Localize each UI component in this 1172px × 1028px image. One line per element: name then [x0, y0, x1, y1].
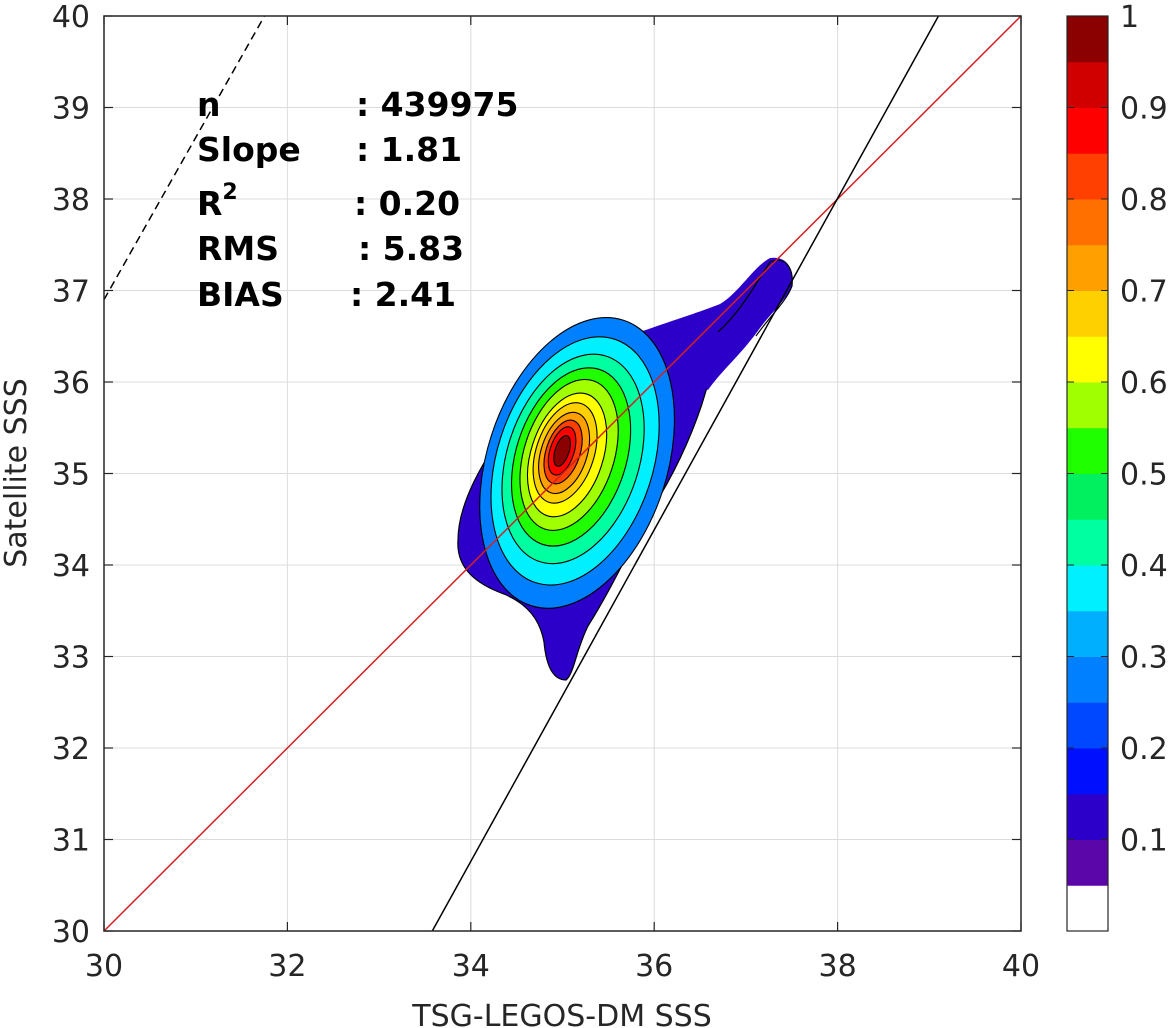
stat-r2-superscript: 2 — [222, 180, 237, 205]
y-tick-label: 37 — [52, 275, 90, 310]
stat-slope-value: : 1.81 — [356, 130, 462, 169]
colorbar-band — [1067, 427, 1108, 474]
colorbar-tick-label: 0.3 — [1120, 641, 1168, 676]
line-fit — [431, 16, 940, 931]
reference-lines — [104, 16, 1021, 931]
y-tick-label: 39 — [52, 92, 90, 127]
colorbar: 0.1 0.2 0.3 0.4 0.5 0.6 0.7 0.8 0.9 1 — [1067, 0, 1168, 931]
density-level-11 — [553, 435, 571, 467]
x-tick-label: 36 — [635, 949, 673, 984]
colorbar-band — [1067, 244, 1108, 291]
stat-n-value: : 439975 — [356, 85, 518, 124]
colorbar-frame — [1066, 15, 1109, 932]
y-tick-label: 32 — [52, 732, 90, 767]
x-tick-label: 40 — [1002, 949, 1040, 984]
colorbar-tick-label: 0.5 — [1120, 458, 1168, 493]
stat-n-label: n — [197, 85, 221, 124]
colorbar-tick-label: 0.2 — [1120, 732, 1168, 767]
colorbar-band — [1067, 336, 1108, 383]
line-1-1 — [104, 16, 1021, 931]
colorbar-tick-label: 0.8 — [1120, 183, 1168, 218]
y-tick-label: 35 — [52, 458, 90, 493]
colorbar-band — [1067, 565, 1108, 612]
x-tick-label: 34 — [452, 949, 490, 984]
colorbar-tick-label: 0.1 — [1120, 824, 1168, 859]
stat-r2-label: R2 — [197, 180, 238, 223]
stat-bias-value: : 2.41 — [350, 275, 456, 314]
stat-rms-label: RMS — [197, 229, 279, 268]
density-contours — [457, 257, 793, 681]
y-tick-label: 38 — [52, 183, 90, 218]
stat-bias-label: BIAS — [197, 275, 284, 314]
colorbar-band — [1067, 839, 1108, 886]
colorbar-band — [1067, 107, 1108, 154]
colorbar-band-empty — [1067, 885, 1108, 931]
y-tick-label: 34 — [52, 549, 90, 584]
colorbar-band — [1067, 153, 1108, 200]
stat-rms-value: : 5.83 — [358, 229, 464, 268]
x-tick-label: 38 — [819, 949, 857, 984]
colorbar-tick-label: 0.9 — [1120, 92, 1168, 127]
stat-r2-letter: R — [197, 184, 222, 223]
density-level-arm — [640, 257, 793, 390]
colorbar-band — [1067, 656, 1108, 703]
y-tick-label: 33 — [52, 641, 90, 676]
colorbar-band — [1067, 702, 1108, 749]
colorbar-band — [1067, 473, 1108, 520]
colorbar-band — [1067, 61, 1108, 108]
density-arm-outline — [717, 259, 793, 337]
x-tick-label: 32 — [268, 949, 306, 984]
colorbar-band — [1067, 519, 1108, 566]
axis-ticks: 30 32 34 36 38 40 30 31 32 33 34 35 36 37 38 39 40 — [52, 0, 1040, 984]
colorbar-tick-label: 1 — [1120, 0, 1139, 35]
stat-r2-value: : 0.20 — [354, 184, 460, 223]
x-axis-label: TSG-LEGOS-DM SSS — [411, 999, 712, 1028]
colorbar-band — [1067, 610, 1108, 657]
y-tick-label: 31 — [52, 824, 90, 859]
colorbar-band — [1067, 16, 1108, 63]
colorbar-tick-label: 0.4 — [1120, 549, 1168, 584]
stats-box: n : 439975 Slope : 1.81 R2 : 0.20 RMS : … — [197, 85, 518, 314]
y-tick-label: 36 — [52, 366, 90, 401]
y-tick-label: 40 — [52, 0, 90, 35]
colorbar-band — [1067, 382, 1108, 429]
y-tick-label: 30 — [52, 915, 90, 950]
colorbar-band — [1067, 748, 1108, 795]
colorbar-band — [1067, 199, 1108, 246]
stat-slope-label: Slope — [197, 130, 301, 169]
x-tick-label: 30 — [85, 949, 123, 984]
colorbar-tick-label: 0.7 — [1120, 275, 1168, 310]
line-reference — [104, 16, 266, 301]
colorbar-tick-label: 0.6 — [1120, 366, 1168, 401]
colorbar-band — [1067, 793, 1108, 840]
colorbar-band — [1067, 290, 1108, 337]
y-axis-label: Satellite SSS — [0, 378, 34, 568]
